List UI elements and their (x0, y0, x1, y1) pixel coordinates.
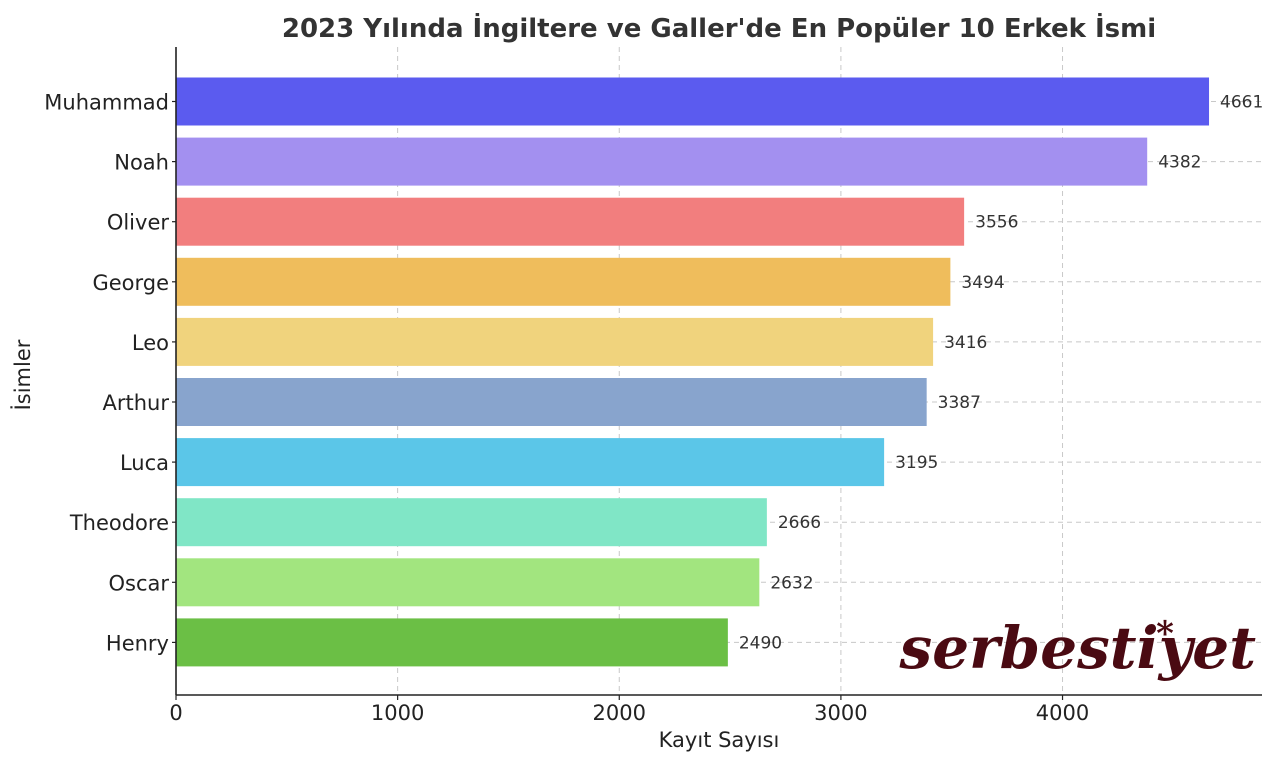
y-tick-label-oscar: Oscar (108, 571, 169, 595)
value-label-theodore: 2666 (778, 513, 821, 533)
x-tick-label-3000: 3000 (814, 701, 867, 725)
y-tick-label-theodore: Theodore (69, 511, 169, 535)
bars (176, 77, 1210, 667)
chart-title: 2023 Yılında İngiltere ve Galler'de En P… (282, 12, 1156, 44)
x-tick-labels: 0 1000 2000 3000 4000 (169, 695, 1089, 725)
bar-oscar (176, 558, 760, 607)
bar-oliver (176, 197, 965, 246)
y-tick-label-luca: Luca (120, 451, 169, 475)
y-tick-label-henry: Henry (106, 631, 169, 655)
x-tick-label-1000: 1000 (371, 701, 424, 725)
x-tick-label-2000: 2000 (593, 701, 646, 725)
value-label-muhammad: 4661 (1220, 93, 1263, 113)
value-label-george: 3494 (961, 273, 1004, 293)
bar-george (176, 257, 951, 306)
value-label-oscar: 2632 (770, 573, 813, 593)
y-tick-label-noah: Noah (114, 151, 169, 175)
y-tick-label-george: George (92, 271, 169, 295)
value-label-leo: 3416 (944, 333, 987, 353)
value-labels: 4661 4382 3556 3494 3416 3387 3195 2666 2632 2490 (739, 93, 1263, 654)
value-label-luca: 3195 (895, 453, 938, 473)
bar-muhammad (176, 77, 1210, 126)
bar-luca (176, 438, 885, 487)
bar-theodore (176, 498, 767, 547)
value-label-arthur: 3387 (938, 393, 981, 413)
value-label-oliver: 3556 (975, 213, 1018, 233)
watermark-text: serbestiyet (899, 614, 1257, 682)
y-tick-label-oliver: Oliver (107, 211, 170, 235)
value-label-henry: 2490 (739, 633, 782, 653)
bar-leo (176, 317, 934, 366)
y-tick-label-arthur: Arthur (103, 391, 170, 415)
bar-arthur (176, 378, 927, 426)
y-tick-labels: Muhammad Noah Oliver George Leo Arthur Luca The… (44, 91, 176, 655)
x-axis-label: Kayıt Sayısı (659, 728, 780, 752)
value-label-noah: 4382 (1158, 153, 1201, 173)
y-axis-label: İsimler (10, 339, 35, 410)
watermark-logo: serbestiyet * (899, 614, 1257, 682)
x-tick-label-0: 0 (169, 701, 182, 725)
bar-noah (176, 137, 1148, 186)
bar-henry (176, 618, 728, 667)
watermark-star-icon: * (1156, 614, 1174, 654)
x-tick-label-4000: 4000 (1036, 701, 1089, 725)
y-tick-label-muhammad: Muhammad (44, 91, 169, 115)
y-tick-label-leo: Leo (132, 331, 169, 355)
